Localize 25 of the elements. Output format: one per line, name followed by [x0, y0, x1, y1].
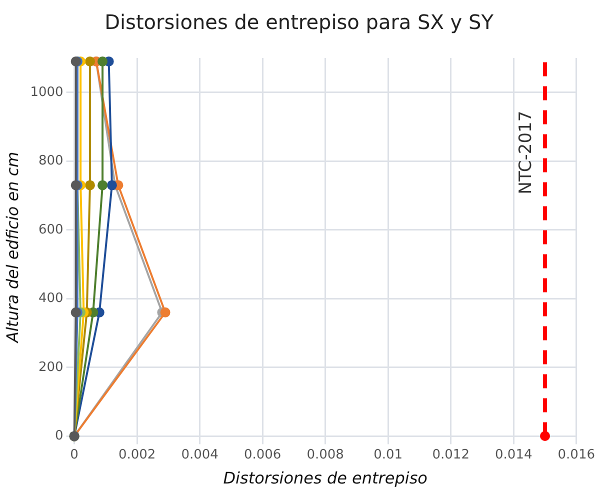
x-tick-label: 0.01	[374, 447, 403, 462]
point	[98, 180, 108, 190]
point	[84, 56, 95, 66]
x-tick-label: 0.016	[558, 447, 595, 462]
x-tick-label: 0.008	[306, 447, 344, 462]
ref-line-label: NTC-2017	[516, 110, 536, 194]
point	[106, 180, 117, 190]
y-tick-label: 200	[38, 360, 64, 375]
y-tick-label: 800	[38, 154, 64, 169]
point	[84, 180, 95, 190]
chart-title: Distorsiones de entrepiso para SX y SY	[104, 10, 494, 34]
y-axis-title: Altura del edficio en cm	[2, 152, 22, 344]
x-tick-label: 0.002	[118, 447, 156, 462]
x-axis-title: Distorsiones de entrepiso	[223, 468, 428, 488]
x-tick-label: 0.014	[495, 447, 532, 462]
x-tick-label: 0.006	[244, 447, 282, 462]
y-tick-label: 600	[38, 222, 64, 238]
x-tick-label: 0	[70, 447, 78, 462]
x-tick-label: 0.012	[432, 447, 470, 462]
y-tick-label: 400	[38, 291, 64, 306]
point	[98, 56, 108, 66]
y-tick-label: 1000	[30, 84, 64, 100]
point	[160, 307, 170, 318]
x-tick-label: 0.004	[181, 447, 218, 462]
y-tick-label: 0	[55, 428, 64, 444]
